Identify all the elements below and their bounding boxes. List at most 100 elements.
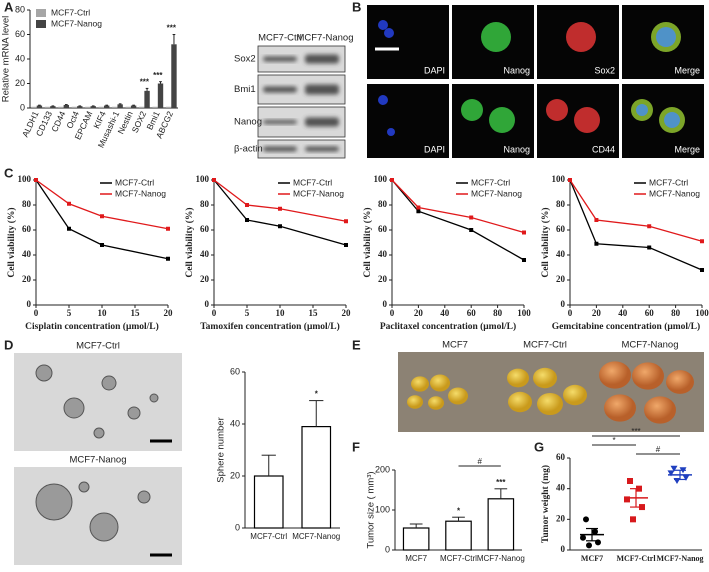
y-tick-label: 40	[15, 53, 25, 63]
sphere	[101, 375, 117, 391]
marker	[647, 245, 652, 250]
bar	[130, 105, 137, 108]
cell	[481, 22, 511, 52]
marker	[416, 209, 421, 214]
y-tick-label: 60	[22, 224, 32, 234]
blot-band	[305, 146, 339, 152]
legend-label: MCF7-Ctrl	[293, 177, 332, 187]
tumor	[448, 387, 468, 405]
micrograph-label: Sox2	[594, 65, 615, 75]
y-tick-label: 80	[22, 199, 32, 209]
micrograph-label: Nanog	[503, 144, 530, 154]
bar	[301, 426, 332, 529]
x-tick-label: 40	[440, 308, 450, 318]
x-tick-label: 0	[568, 308, 573, 318]
significance: ***	[167, 24, 177, 33]
micrograph	[367, 5, 449, 79]
bar	[144, 90, 150, 108]
tumor	[428, 396, 444, 410]
marker	[67, 201, 71, 206]
x-axis-label: Paclitaxel concentration (μmol/L)	[380, 321, 516, 332]
bracket-label: #	[656, 445, 661, 454]
x-tick-label: MCF7	[405, 554, 427, 563]
bar	[152, 106, 158, 108]
bracket-label: #	[477, 457, 482, 466]
bar	[50, 106, 56, 108]
marker	[522, 230, 526, 235]
sphere	[35, 483, 73, 521]
bar	[31, 106, 37, 108]
cell-nucleus	[656, 27, 676, 47]
line	[213, 179, 347, 222]
x-tick-label: 15	[131, 308, 141, 318]
legend-label: MCF7-Nanog	[649, 188, 700, 198]
marker	[647, 224, 652, 229]
y-tick-label: 20	[200, 274, 210, 284]
bar	[104, 105, 110, 108]
point	[624, 496, 630, 503]
y-tick-label: 60	[15, 29, 25, 39]
sphere	[149, 393, 159, 403]
cell	[384, 28, 394, 38]
x-tick-label: 5	[67, 308, 72, 318]
x-tick-label: 0	[34, 308, 39, 318]
y-axis-label: Tumor weight (mg)	[540, 465, 551, 543]
sphere	[35, 364, 53, 382]
x-tick-label: MCF7-Ctrl	[616, 554, 656, 563]
bracket-label: ***	[631, 427, 640, 436]
micrograph-label: Merge	[674, 144, 700, 154]
marker	[469, 215, 474, 220]
marker	[700, 268, 704, 272]
point	[627, 478, 633, 484]
bar	[165, 106, 172, 108]
cell	[489, 107, 515, 133]
cell	[566, 22, 596, 52]
y-axis-label: Tumor size ( mm³)	[366, 471, 377, 548]
bar	[402, 527, 430, 551]
y-tick-label: 80	[200, 199, 210, 209]
marker	[278, 206, 282, 211]
y-tick-label: 100	[18, 174, 32, 184]
x-tick-label: 80	[493, 308, 503, 318]
y-tick-label: 80	[378, 199, 388, 209]
y-tick-label: 0	[561, 544, 566, 554]
marker	[700, 239, 704, 244]
blot-column-label: MCF7-Ctrl	[258, 33, 302, 44]
x-tick-label: 80	[671, 308, 681, 318]
legend-swatch	[36, 9, 46, 17]
blot-frame	[257, 139, 346, 159]
marker	[100, 243, 104, 247]
y-tick-label: 40	[556, 483, 566, 493]
marker	[390, 178, 394, 182]
bracket-label: *	[612, 436, 615, 445]
y-tick-label: 40	[378, 249, 388, 259]
bar	[445, 520, 472, 551]
marker	[522, 258, 526, 262]
y-tick-label: 0	[205, 299, 210, 309]
legend-label: MCF7-Nanog	[51, 18, 102, 28]
sphere	[127, 406, 141, 420]
panel-label: G	[534, 439, 544, 454]
panel-label: B	[352, 0, 361, 14]
x-axis-label: Gemcitabine concentration (μmol/L)	[552, 321, 700, 332]
marker	[245, 218, 249, 222]
marker	[166, 226, 170, 231]
line	[569, 179, 703, 242]
bar	[125, 106, 131, 108]
point	[670, 465, 678, 472]
y-tick-label: 100	[375, 504, 390, 514]
x-tick-label: 40	[618, 308, 628, 318]
bar	[36, 105, 43, 108]
legend-label: MCF7-Ctrl	[649, 177, 688, 187]
x-tick-label: 10	[98, 308, 108, 318]
line	[35, 179, 169, 230]
x-tick-label: 20	[592, 308, 602, 318]
tumor	[599, 361, 631, 389]
cell	[387, 128, 395, 136]
legend-label: MCF7-Ctrl	[51, 7, 90, 17]
marker	[594, 218, 599, 222]
panel-label: A	[4, 0, 14, 14]
y-tick-label: 60	[556, 224, 566, 234]
x-tick-label: MCF7-Ctrl	[440, 554, 477, 563]
